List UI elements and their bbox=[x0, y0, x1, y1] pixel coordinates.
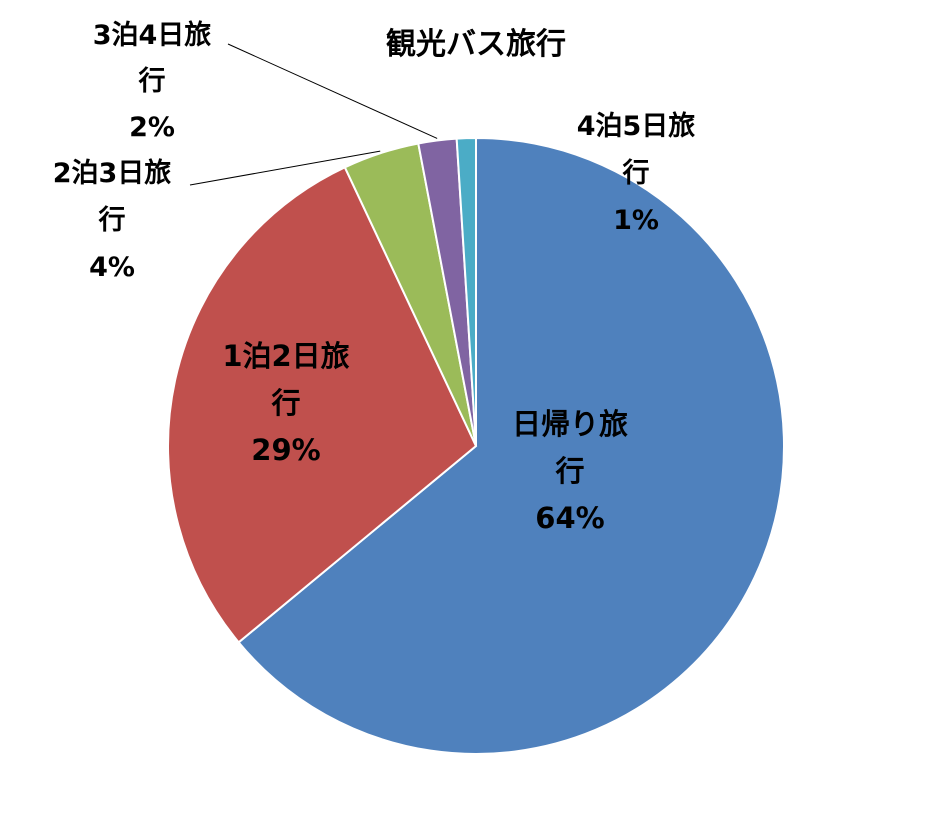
slice-percent: 4% bbox=[89, 252, 135, 283]
slice-percent: 29% bbox=[251, 433, 320, 467]
slice-name-line: 2泊3日旅 bbox=[53, 157, 172, 189]
slice-name-line: 行 bbox=[622, 157, 650, 189]
slice-percent: 2% bbox=[129, 112, 175, 143]
slice-name-line: 行 bbox=[138, 65, 166, 97]
slice-percent: 1% bbox=[613, 205, 659, 236]
pie-slice-1 bbox=[237, 136, 785, 755]
chart-title: 観光バス旅行 bbox=[386, 27, 566, 62]
slice-labels: 日帰り旅行 64%1泊2日旅行 29%2泊3日旅行 4%3泊4日旅行 2% 4泊5日旅行 1… bbox=[53, 19, 696, 535]
slice-name-line: 3泊4日旅 bbox=[93, 19, 212, 51]
leader-lines bbox=[189, 43, 438, 186]
slice-label-5: 4泊5日旅行 1% bbox=[577, 110, 696, 236]
slice-name-line: 1泊2日旅 bbox=[222, 339, 349, 373]
slice-label-3: 2泊3日旅行 4% bbox=[53, 157, 172, 283]
pie-slice-2 bbox=[167, 165, 478, 644]
slice-name-line: 4泊5日旅 bbox=[577, 110, 696, 142]
leader-line-4 bbox=[227, 43, 438, 139]
slice-label-2: 1泊2日旅行 29% bbox=[222, 339, 349, 467]
slice-percent: 64% bbox=[535, 501, 604, 535]
pie-slice-5 bbox=[455, 136, 477, 447]
slice-name-line: 行 bbox=[270, 386, 300, 420]
slice-name-line: 日帰り旅 bbox=[512, 407, 628, 441]
slice-label-4: 3泊4日旅行 2% bbox=[93, 19, 212, 143]
slice-name-line: 行 bbox=[554, 454, 584, 488]
leader-line-3 bbox=[189, 150, 381, 186]
pie-slices bbox=[167, 136, 785, 755]
slice-label-1: 日帰り旅行 64% bbox=[512, 407, 628, 535]
slice-name-line: 行 bbox=[98, 204, 126, 236]
